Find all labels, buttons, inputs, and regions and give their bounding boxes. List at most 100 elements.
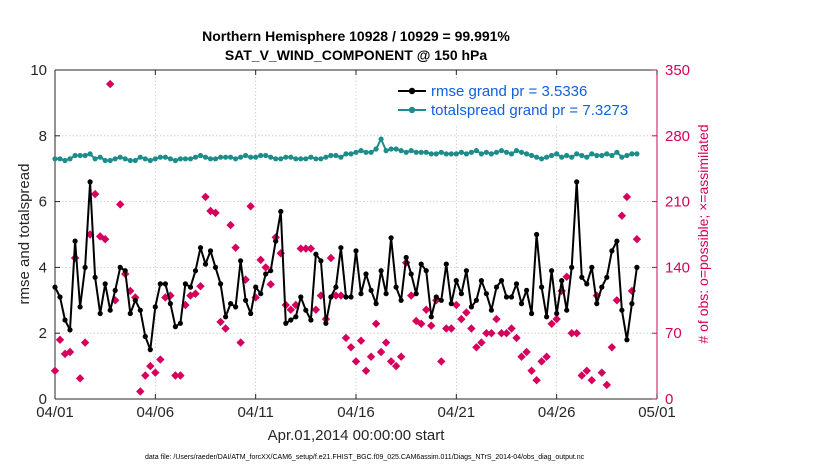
obs-point [447,324,456,333]
obs-point [366,352,376,361]
rmse-point [524,287,530,293]
rmse-point [147,347,153,353]
obs-point [80,338,90,347]
obs-point [512,333,521,343]
x-tick-label: 04/26 [538,404,576,421]
obs-point [507,324,516,333]
rmse-point [433,294,439,300]
rmse-point [283,320,289,326]
y-right-tick-label: 280 [665,128,690,145]
totalspread-point [453,151,459,157]
obs-point [567,329,576,338]
obs-point [356,336,366,345]
rmse-point [67,327,73,333]
obs-point [151,368,160,377]
obs-point [361,366,371,375]
obs-point [502,329,511,338]
rmse-point [503,294,510,300]
obs-point [191,289,200,298]
totalspread-point [624,152,630,159]
rmse-point [554,310,560,317]
rmse-point [112,287,118,293]
rmse-point [604,274,610,280]
obs-point [482,329,491,338]
totalspread-point [197,152,204,159]
footer-note: data file: /Users/raeder/DAI/ATM_forcXX/… [145,454,585,461]
rmse-point [594,301,600,307]
totalspread-point [443,151,449,157]
y-right-tick-label: 0 [665,391,673,408]
rmse-point [378,268,384,274]
rmse-point [223,314,229,320]
totalspread-point [524,151,530,157]
rmse-point [142,333,148,340]
obs-point [301,244,311,253]
totalspread-point [167,156,173,162]
totalspread-point [278,156,284,162]
totalspread-point [293,156,299,162]
totalspread-point [147,157,153,164]
rmse-point [343,294,349,300]
rmse-point [72,238,78,244]
totalspread-point [534,154,540,160]
rmse-point [634,264,640,270]
rmse-point [564,307,570,313]
obs-point [602,380,612,390]
x-tick-label: 04/21 [438,404,476,421]
rmse-point [293,314,299,320]
totalspread-point [212,156,219,162]
obs-point [467,324,476,333]
totalspread-point [579,152,585,159]
rmse-point [619,307,625,313]
totalspread-point [182,156,188,162]
totalspread-point [594,152,600,159]
totalspread-point [478,151,484,157]
y-tick-label: 6 [39,194,47,211]
totalspread-point [67,156,73,162]
obs-point [577,371,586,380]
totalspread-point [604,151,610,157]
obs-point [612,296,622,305]
rmse-point [258,291,264,297]
totalspread-point [288,154,294,160]
obs-point [477,338,486,347]
rmse-point [413,291,419,297]
totalspread-point [413,149,419,155]
totalspread-point [368,149,374,155]
obs-point [146,361,155,371]
obs-point [547,319,556,328]
rmse-point [328,294,334,300]
rmse-point [498,278,505,284]
rmse-point [569,264,575,270]
rmse-point [122,268,128,274]
totalspread-point [87,151,93,157]
y-tick-label: 0 [39,391,47,408]
x-tick-label: 04/11 [237,404,273,421]
rmse-point [338,245,344,251]
rmse-point [57,294,63,300]
obs-point [396,352,406,361]
obs-point [406,291,416,300]
series-obs-possible [50,79,642,396]
totalspread-point [584,154,590,160]
totalspread-point [549,152,555,159]
obs-point [341,333,351,343]
rmse-point [589,264,595,270]
obs-point [65,347,75,357]
totalspread-point [92,156,98,162]
obs-point [246,202,255,211]
rmse-point [117,264,123,270]
y-right-tick-label: 140 [665,259,690,276]
totalspread-point [162,154,168,160]
y-axis-label: rmse and totalspread [16,164,33,305]
series-totalspread [52,136,640,164]
rmse-point [92,274,98,280]
obs-point [587,376,596,385]
totalspread-point [403,149,409,155]
obs-point [391,361,401,371]
totalspread-point [258,152,264,159]
totalspread-point [433,151,439,157]
rmse-point [62,317,68,323]
totalspread-point [57,156,63,162]
rmse-point [303,307,309,313]
